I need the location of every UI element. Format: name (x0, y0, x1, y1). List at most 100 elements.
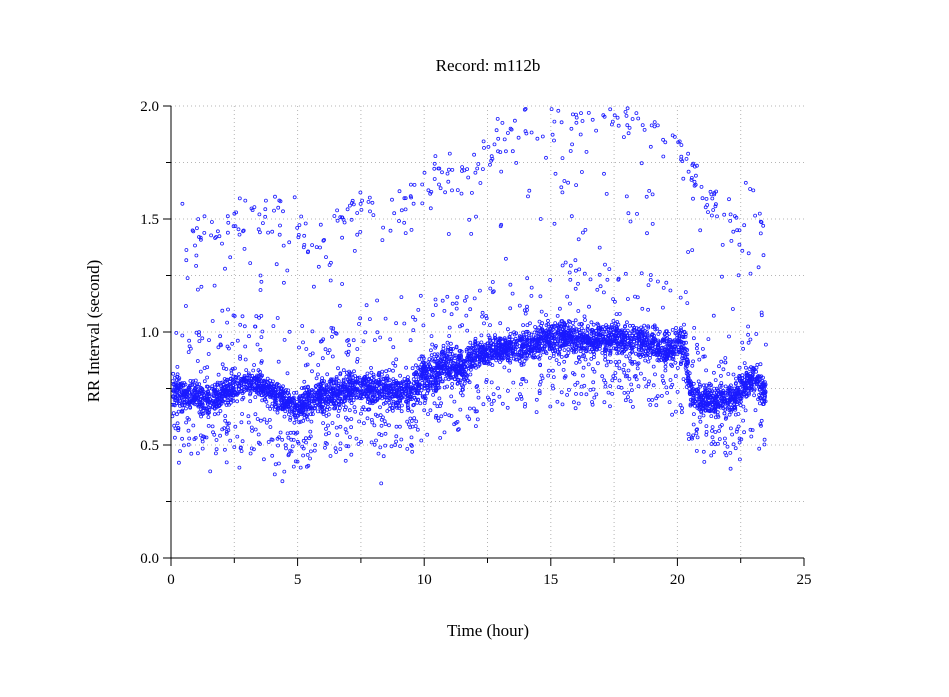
data-point (603, 384, 608, 389)
data-point (481, 349, 486, 354)
data-point (630, 348, 635, 353)
data-point (663, 360, 668, 365)
data-point (244, 375, 249, 380)
data-point (270, 229, 275, 234)
data-point (460, 393, 465, 398)
data-point (447, 367, 452, 372)
data-point (409, 227, 414, 232)
data-point (503, 339, 508, 344)
data-point (722, 399, 727, 404)
data-point (694, 448, 699, 453)
data-point (481, 139, 486, 144)
data-point (630, 361, 635, 366)
data-point (460, 387, 465, 392)
data-point (295, 459, 300, 464)
data-point (468, 340, 473, 345)
data-point (602, 337, 607, 342)
data-point (675, 389, 680, 394)
data-point (456, 378, 461, 383)
data-point (332, 386, 337, 391)
data-point (565, 353, 569, 358)
data-point (632, 374, 637, 379)
data-point (565, 392, 569, 397)
data-point (490, 355, 495, 360)
data-point (627, 335, 632, 340)
data-point (260, 373, 265, 378)
data-point (558, 306, 562, 311)
data-point (464, 349, 469, 354)
data-point (399, 437, 404, 442)
data-point (176, 428, 181, 433)
data-point (668, 350, 672, 355)
data-point (560, 263, 565, 268)
data-point (404, 365, 409, 370)
data-point (253, 395, 258, 400)
data-point (387, 407, 392, 411)
data-point (411, 328, 416, 333)
data-point (327, 348, 332, 353)
data-point (505, 405, 510, 410)
data-point (510, 291, 515, 296)
data-point (756, 376, 761, 380)
data-point (594, 128, 598, 133)
data-point (374, 380, 379, 385)
data-point (531, 355, 535, 360)
data-point (244, 368, 249, 373)
data-point (197, 339, 202, 344)
data-point (719, 373, 723, 378)
data-point (431, 375, 435, 380)
data-point (355, 211, 360, 215)
data-point (554, 358, 559, 363)
data-point (548, 355, 552, 360)
data-point (592, 369, 597, 374)
data-point (397, 388, 402, 392)
data-point (412, 395, 416, 400)
data-point (482, 359, 487, 364)
data-point (468, 367, 473, 372)
data-point (388, 384, 393, 388)
data-point (241, 382, 246, 386)
data-point (743, 408, 748, 413)
data-point (408, 425, 413, 430)
data-point (491, 289, 496, 294)
data-point (708, 395, 713, 400)
data-point (704, 424, 709, 429)
data-point (306, 463, 311, 468)
data-point (611, 318, 616, 323)
data-point (553, 349, 557, 354)
data-point (442, 359, 447, 364)
data-point (344, 395, 348, 400)
data-point (216, 392, 221, 397)
data-point (240, 439, 245, 444)
data-point (736, 424, 741, 429)
data-point (322, 409, 327, 414)
data-point (385, 390, 390, 395)
data-point (648, 355, 652, 360)
data-point (598, 327, 602, 332)
data-point (581, 373, 585, 378)
data-point (630, 359, 634, 364)
data-point (672, 351, 677, 356)
data-point (585, 331, 590, 336)
data-point (293, 459, 298, 464)
data-point (389, 444, 394, 449)
data-point (675, 366, 680, 370)
data-point (571, 328, 576, 333)
data-point (562, 321, 567, 326)
data-point (301, 418, 306, 423)
data-point (611, 374, 616, 379)
data-point (271, 385, 276, 389)
data-point (195, 451, 200, 456)
data-point (518, 359, 522, 364)
data-point (427, 373, 431, 378)
data-point (303, 385, 308, 390)
data-point (230, 341, 235, 346)
data-point (697, 415, 702, 420)
data-point (608, 352, 612, 357)
data-point (369, 388, 374, 393)
data-point (626, 297, 630, 301)
data-point (455, 359, 460, 364)
data-point (713, 402, 717, 407)
data-point (501, 344, 506, 349)
data-point (737, 365, 742, 370)
